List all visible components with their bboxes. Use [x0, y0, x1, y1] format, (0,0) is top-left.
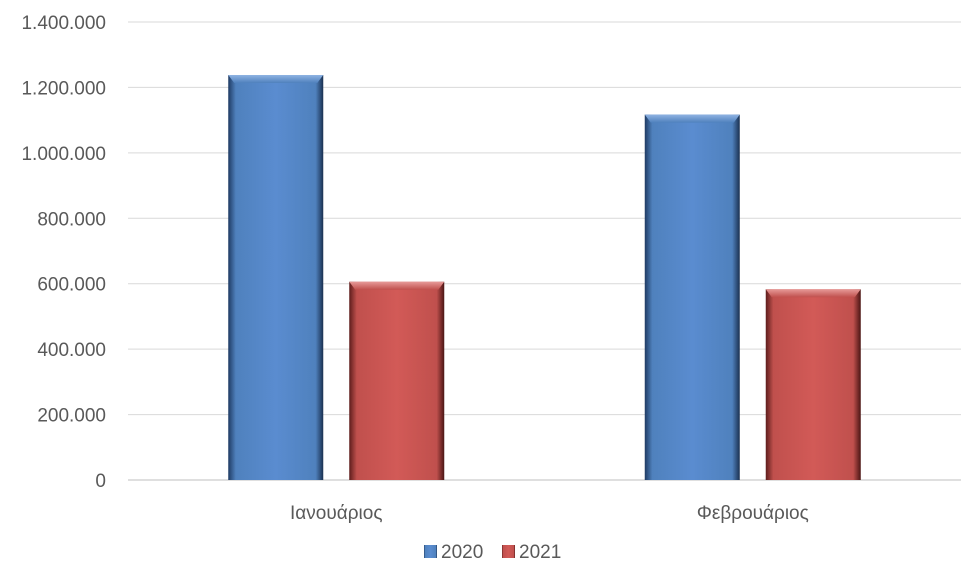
y-tick-label: 1.000.000: [21, 144, 106, 165]
legend-swatch: [502, 545, 515, 558]
legend-label: 2020: [441, 542, 483, 563]
x-category-label: Ιανουάριος: [290, 503, 382, 524]
bar-body: [349, 281, 445, 480]
legend-swatch: [424, 545, 437, 558]
x-axis-category-labels: Ιανουάριος Φεβρουάριος: [290, 503, 809, 524]
bar-2021-2: [765, 289, 861, 480]
bar-bevel: [349, 281, 445, 290]
legend-item-2021: 2021: [502, 542, 561, 563]
x-category-label: Φεβρουάριος: [697, 503, 809, 524]
y-tick-label: 1.200.000: [21, 78, 106, 99]
bars: [228, 74, 861, 481]
y-tick-label: 200.000: [37, 406, 106, 427]
bar-2020-2: [644, 114, 740, 481]
legend: 2020 2021: [424, 542, 561, 563]
y-tick-label: 600.000: [37, 275, 106, 296]
bar-body: [644, 114, 740, 481]
legend-label: 2021: [519, 542, 561, 563]
bar-body: [765, 289, 861, 480]
y-tick-label: 400.000: [37, 340, 106, 361]
y-tick-label: 1.400.000: [21, 13, 106, 34]
bar-2021-1: [349, 281, 445, 480]
y-axis-tick-labels: 0 200.000 400.000 600.000 800.000 1.000.000 1.…: [21, 13, 106, 492]
bar-bevel: [644, 114, 740, 123]
bar-bevel: [228, 74, 324, 83]
bar-body: [228, 74, 324, 481]
bar-bevel: [765, 289, 861, 298]
y-tick-label: 800.000: [37, 209, 106, 230]
bar-2020-1: [228, 74, 324, 481]
legend-item-2020: 2020: [424, 542, 483, 563]
y-tick-label: 0: [95, 471, 106, 492]
